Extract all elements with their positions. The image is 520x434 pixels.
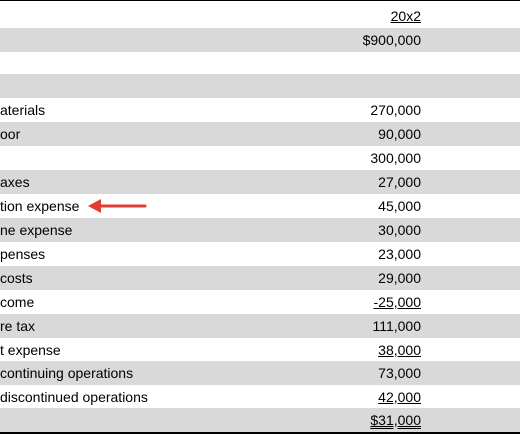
row-value: 300,000 <box>370 150 421 166</box>
row-label: axes <box>0 174 30 190</box>
row-label: costs <box>0 270 33 286</box>
row-label: tion expense <box>0 198 80 214</box>
row-value: 29,000 <box>378 270 421 286</box>
table-row: penses 23,000 <box>0 242 520 266</box>
bottom-border <box>0 432 520 434</box>
table-row: axes 27,000 <box>0 170 520 194</box>
row-value: 270,000 <box>370 102 421 118</box>
year-header: 20x2 <box>390 8 421 24</box>
table-row: oor 90,000 <box>0 122 520 146</box>
row-label: continuing operations <box>0 365 134 381</box>
row-value: 42,000 <box>378 389 421 405</box>
row-value: 111,000 <box>372 318 421 334</box>
table-row: costs 29,000 <box>0 266 520 290</box>
table-row: 300,000 <box>0 146 520 170</box>
row-label: penses <box>0 246 46 262</box>
table-row: tion expense 45,000 <box>0 194 520 218</box>
table-row: $31,000 <box>0 408 520 432</box>
row-value: $31,000 <box>370 412 421 428</box>
table-row: continuing operations 73,000 <box>0 361 520 385</box>
row-label: come <box>0 294 35 310</box>
table-row <box>0 52 520 76</box>
table-row: come -25,000 <box>0 290 520 314</box>
table-row <box>0 74 520 98</box>
row-value: 30,000 <box>378 222 421 238</box>
row-value: 45,000 <box>378 198 421 214</box>
table-row: re tax 111,000 <box>0 314 520 338</box>
arrow-head <box>88 199 101 213</box>
header-row: 20x2 <box>0 4 520 28</box>
row-value: 27,000 <box>378 174 421 190</box>
table-row: ne expense 30,000 <box>0 218 520 242</box>
row-value: -25,000 <box>373 294 421 310</box>
red-arrow-icon <box>88 199 147 213</box>
table-row: $900,000 <box>0 28 520 52</box>
row-label: discontinued operations <box>0 389 148 405</box>
table-row: discontinued operations 42,000 <box>0 385 520 409</box>
row-value: 73,000 <box>378 365 421 381</box>
row-label: t expense <box>0 342 61 358</box>
table-row: t expense 38,000 <box>0 338 520 362</box>
row-value: $900,000 <box>362 32 421 48</box>
top-border <box>0 0 520 1</box>
row-value: 23,000 <box>378 246 421 262</box>
row-label: ne expense <box>0 222 73 238</box>
row-value: 38,000 <box>378 342 421 358</box>
table-row: aterials 270,000 <box>0 98 520 122</box>
row-label: oor <box>0 126 21 142</box>
row-value: 90,000 <box>378 126 421 142</box>
row-label: re tax <box>0 318 36 334</box>
row-label: aterials <box>0 102 46 118</box>
